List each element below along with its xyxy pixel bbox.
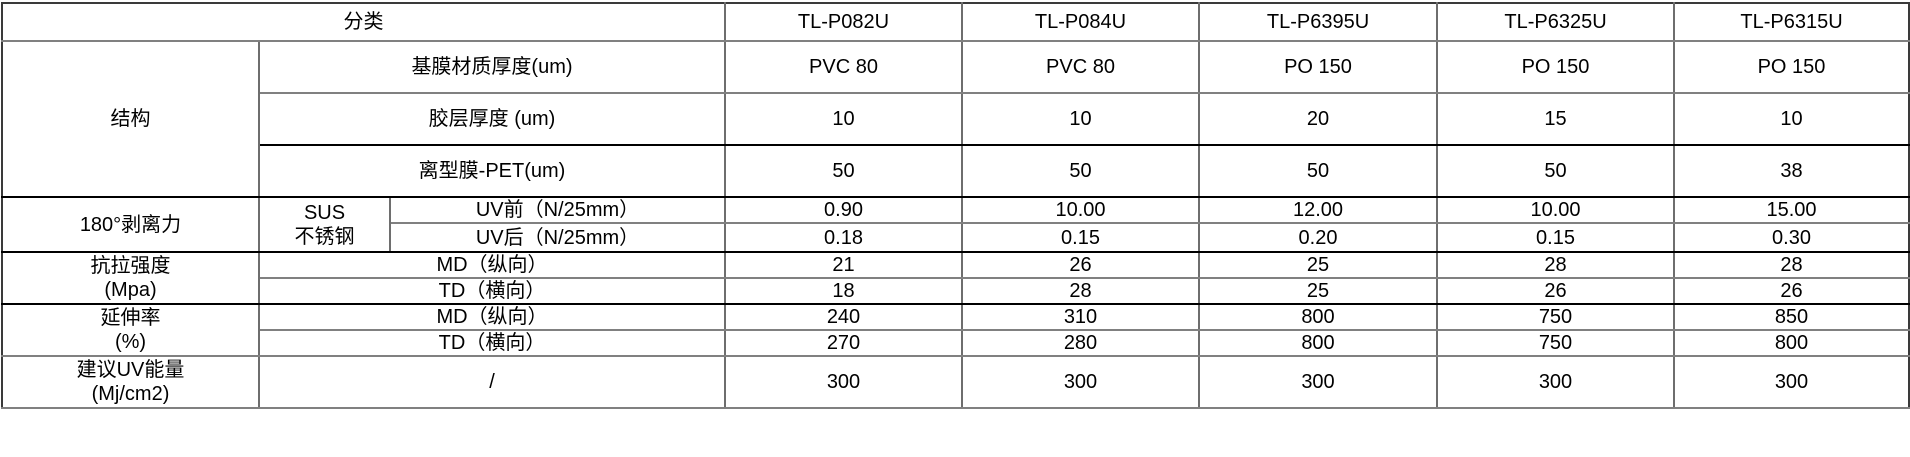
row-elongation-md: 延伸率 (%) MD（纵向） 240 310 800 750 850 — [1, 304, 1910, 357]
row-label-elongation-md: MD（纵向） — [258, 304, 726, 331]
value-cell: PVC 80 — [961, 41, 1200, 94]
value-cell: 26 — [1673, 278, 1910, 305]
value-cell: 750 — [1436, 330, 1675, 357]
value-cell: 10.00 — [1436, 197, 1675, 224]
uv-energy-group-label: 建议UV能量 (Mj/cm2) — [1, 356, 260, 409]
row-elongation-td: TD（横向） 270 280 800 750 800 — [2, 330, 1910, 357]
value-cell: 26 — [1436, 278, 1675, 305]
product-header-tl-p082u: TL-P082U — [724, 3, 963, 42]
value-cell: 750 — [1436, 304, 1675, 331]
elongation-label-line-1: 延伸率 — [100, 307, 161, 329]
value-cell: 50 — [724, 145, 963, 198]
tensile-group-label: 抗拉强度 (Mpa) — [1, 252, 260, 305]
value-cell: 50 — [1198, 145, 1438, 198]
value-cell: 38 — [1673, 145, 1910, 198]
value-cell: PO 150 — [1436, 41, 1675, 94]
row-peel-before-uv: 180°剥离力 SUS 不锈钢 UV前（N/25mm） 0.90 10.00 1… — [1, 197, 1910, 253]
substrate-line-2: 不锈钢 — [294, 225, 355, 248]
spec-table: 分类 TL-P082U TL-P084U TL-P6395U TL-P6325U… — [1, 2, 1910, 409]
value-cell: 28 — [1673, 252, 1910, 279]
product-header-tl-p6395u: TL-P6395U — [1198, 3, 1438, 42]
value-cell: 300 — [1198, 356, 1438, 409]
value-cell: 50 — [961, 145, 1200, 198]
row-label-adhesive-thickness: 胶层厚度 (um) — [258, 93, 726, 146]
value-cell: 18 — [724, 278, 963, 305]
product-header-tl-p6325u: TL-P6325U — [1436, 3, 1675, 42]
tensile-label-line-1: 抗拉强度 — [90, 255, 171, 277]
uv-energy-label-line-1: 建议UV能量 — [76, 359, 185, 381]
value-cell: 15.00 — [1673, 197, 1910, 224]
value-cell: PVC 80 — [724, 41, 963, 94]
peel-group-label: 180°剥离力 — [1, 197, 260, 253]
row-tensile-md: 抗拉强度 (Mpa) MD（纵向） 21 26 25 28 28 — [1, 252, 1910, 305]
uv-energy-label-line-2: (Mj/cm2) — [91, 383, 170, 405]
row-label-tensile-md: MD（纵向） — [258, 252, 726, 279]
row-release-liner: 离型膜-PET(um) 50 50 50 50 38 — [2, 145, 1910, 198]
value-cell: 0.90 — [724, 197, 963, 224]
value-cell: 0.30 — [1673, 223, 1910, 253]
value-cell: 28 — [1436, 252, 1675, 279]
value-cell: 25 — [1198, 278, 1438, 305]
value-cell: 0.15 — [961, 223, 1200, 253]
row-label-uv-before: UV前（N/25mm） — [389, 197, 726, 224]
value-cell: 0.15 — [1436, 223, 1675, 253]
value-cell: 20 — [1198, 93, 1438, 146]
tensile-label-line-2: (Mpa) — [104, 279, 157, 301]
elongation-group-label: 延伸率 (%) — [1, 304, 260, 357]
row-label-elongation-td: TD（横向） — [258, 330, 726, 357]
value-cell: 10 — [724, 93, 963, 146]
value-cell: 25 — [1198, 252, 1438, 279]
value-cell: 300 — [1673, 356, 1910, 409]
peel-substrate-label: SUS 不锈钢 — [258, 197, 391, 253]
value-cell: 270 — [724, 330, 963, 357]
value-cell: 26 — [961, 252, 1200, 279]
row-adhesive-thickness: 胶层厚度 (um) 10 10 20 15 10 — [2, 93, 1910, 146]
header-row: 分类 TL-P082U TL-P084U TL-P6395U TL-P6325U… — [1, 3, 1910, 42]
row-peel-after-uv: UV后（N/25mm） 0.18 0.15 0.20 0.15 0.30 — [2, 223, 1910, 253]
value-cell: 10 — [1673, 93, 1910, 146]
value-cell: 280 — [961, 330, 1200, 357]
value-cell: 240 — [724, 304, 963, 331]
value-cell: 800 — [1673, 330, 1910, 357]
value-cell: 12.00 — [1198, 197, 1438, 224]
value-cell: 300 — [724, 356, 963, 409]
uv-energy-slash-cell: / — [258, 356, 726, 409]
value-cell: 0.18 — [724, 223, 963, 253]
value-cell: 800 — [1198, 304, 1438, 331]
value-cell: 300 — [1436, 356, 1675, 409]
value-cell: PO 150 — [1198, 41, 1438, 94]
value-cell: 28 — [961, 278, 1200, 305]
category-header-cell: 分类 — [1, 3, 726, 42]
substrate-line-1: SUS — [303, 201, 346, 224]
row-tensile-td: TD（横向） 18 28 25 26 26 — [2, 278, 1910, 305]
value-cell: 300 — [961, 356, 1200, 409]
row-base-film: 结构 基膜材质厚度(um) PVC 80 PVC 80 PO 150 PO 15… — [1, 41, 1910, 198]
row-label-base-film: 基膜材质厚度(um) — [258, 41, 726, 94]
structure-group-label: 结构 — [1, 41, 260, 198]
value-cell: 21 — [724, 252, 963, 279]
value-cell: 15 — [1436, 93, 1675, 146]
product-header-tl-p084u: TL-P084U — [961, 3, 1200, 42]
row-label-tensile-td: TD（横向） — [258, 278, 726, 305]
value-cell: 310 — [961, 304, 1200, 331]
value-cell: 10 — [961, 93, 1200, 146]
value-cell: 0.20 — [1198, 223, 1438, 253]
elongation-label-line-2: (%) — [114, 331, 147, 353]
row-uv-energy: 建议UV能量 (Mj/cm2) / 300 300 300 300 300 — [1, 356, 1910, 409]
row-label-release-liner: 离型膜-PET(um) — [258, 145, 726, 198]
row-label-uv-after: UV后（N/25mm） — [389, 223, 726, 253]
value-cell: 850 — [1673, 304, 1910, 331]
value-cell: 10.00 — [961, 197, 1200, 224]
value-cell: PO 150 — [1673, 41, 1910, 94]
product-header-tl-p6315u: TL-P6315U — [1673, 3, 1910, 42]
value-cell: 800 — [1198, 330, 1438, 357]
value-cell: 50 — [1436, 145, 1675, 198]
